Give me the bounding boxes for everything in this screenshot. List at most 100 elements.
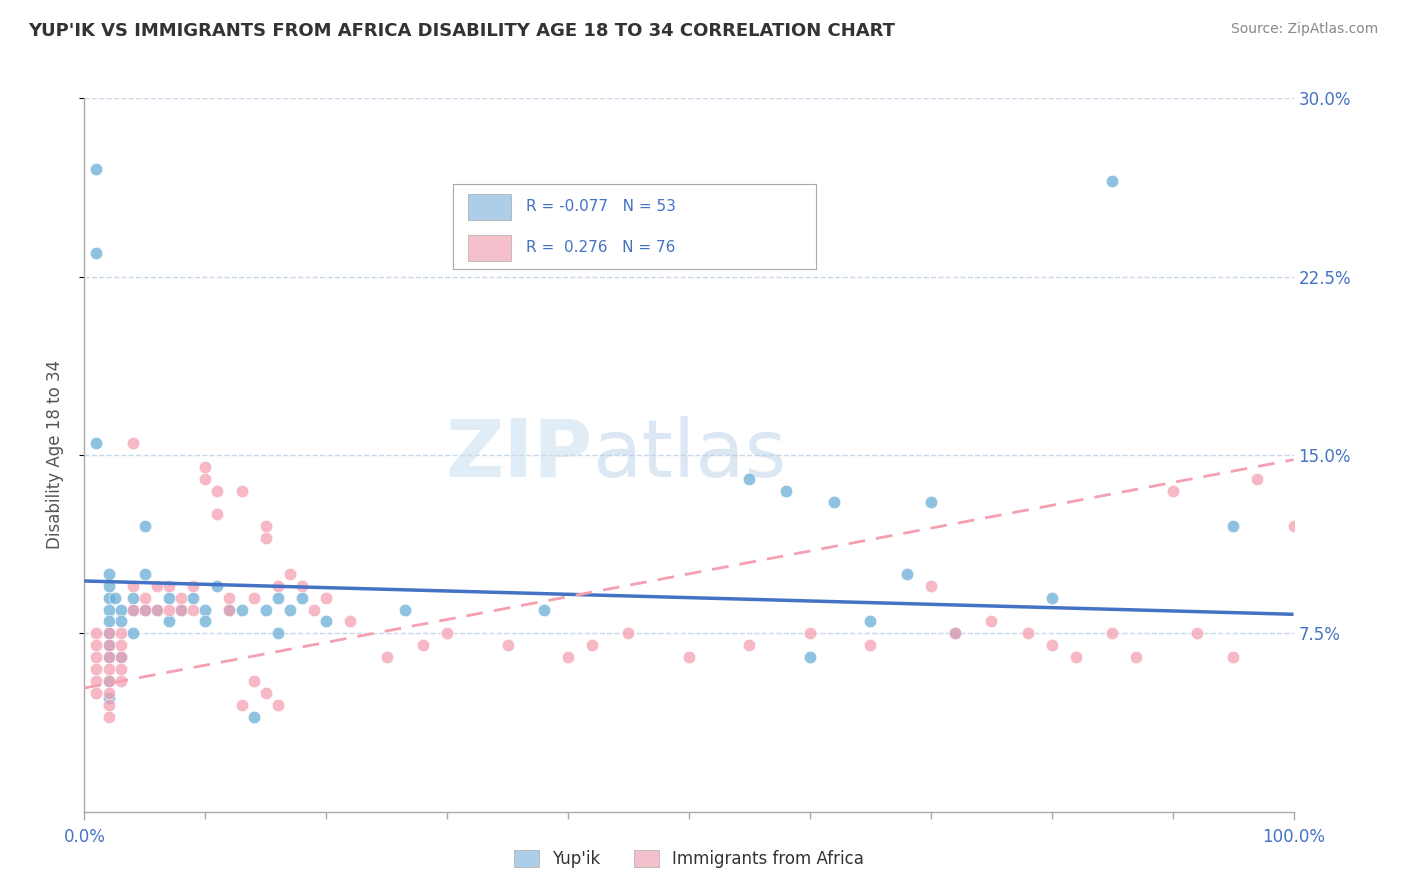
Point xyxy=(267,626,290,640)
Point xyxy=(134,602,156,616)
Point xyxy=(1101,626,1123,640)
Point xyxy=(134,602,156,616)
Point xyxy=(775,483,797,498)
Point xyxy=(394,602,416,616)
Point xyxy=(104,591,127,605)
Point xyxy=(412,638,434,652)
Point xyxy=(97,690,120,705)
Point xyxy=(134,519,156,533)
Point xyxy=(1064,650,1087,665)
Point xyxy=(157,602,180,616)
Point xyxy=(1161,483,1184,498)
Point xyxy=(110,673,132,688)
Point xyxy=(557,650,579,665)
Point xyxy=(146,579,169,593)
Point xyxy=(157,579,180,593)
Point xyxy=(134,591,156,605)
Point xyxy=(678,650,700,665)
Point xyxy=(896,566,918,581)
Point xyxy=(97,650,120,665)
Point xyxy=(97,638,120,652)
Point xyxy=(254,531,277,545)
Point xyxy=(97,709,120,723)
Point xyxy=(97,626,120,640)
Point xyxy=(1040,638,1063,652)
Point xyxy=(121,591,143,605)
Point xyxy=(291,591,314,605)
Text: YUP'IK VS IMMIGRANTS FROM AFRICA DISABILITY AGE 18 TO 34 CORRELATION CHART: YUP'IK VS IMMIGRANTS FROM AFRICA DISABIL… xyxy=(28,22,896,40)
Point xyxy=(291,579,314,593)
Point xyxy=(97,686,120,700)
Text: ZIP: ZIP xyxy=(444,416,592,494)
Point xyxy=(194,459,217,474)
Point xyxy=(97,579,120,593)
Point xyxy=(157,615,180,629)
Point xyxy=(194,472,217,486)
Point xyxy=(86,686,108,700)
Point xyxy=(315,591,337,605)
Point xyxy=(920,579,942,593)
Point xyxy=(799,650,821,665)
Point xyxy=(121,436,143,450)
Point xyxy=(533,602,555,616)
Point xyxy=(375,650,398,665)
Point xyxy=(97,673,120,688)
Point xyxy=(86,162,108,177)
Point xyxy=(581,638,603,652)
Point xyxy=(980,615,1002,629)
Text: atlas: atlas xyxy=(592,416,786,494)
Point xyxy=(799,626,821,640)
Text: Source: ZipAtlas.com: Source: ZipAtlas.com xyxy=(1230,22,1378,37)
Point xyxy=(1282,519,1305,533)
Point xyxy=(97,638,120,652)
Point xyxy=(86,436,108,450)
Point xyxy=(121,579,143,593)
Point xyxy=(86,662,108,676)
Point xyxy=(170,602,193,616)
Point xyxy=(823,495,845,509)
Point xyxy=(617,626,640,640)
Point xyxy=(97,591,120,605)
Point xyxy=(267,698,290,712)
Point xyxy=(110,662,132,676)
Point xyxy=(86,638,108,652)
Point xyxy=(110,602,132,616)
Point xyxy=(86,626,108,640)
Point xyxy=(920,495,942,509)
Point xyxy=(97,698,120,712)
Point xyxy=(1125,650,1147,665)
Point xyxy=(242,709,264,723)
Point xyxy=(1246,472,1268,486)
Point xyxy=(254,602,277,616)
Point xyxy=(943,626,966,640)
Point xyxy=(267,591,290,605)
Point xyxy=(496,638,519,652)
Point xyxy=(146,602,169,616)
Point xyxy=(315,615,337,629)
Point xyxy=(1222,519,1244,533)
Point xyxy=(207,579,229,593)
Point xyxy=(110,650,132,665)
Point xyxy=(97,615,120,629)
Point xyxy=(97,662,120,676)
Point xyxy=(97,650,120,665)
Point xyxy=(231,602,253,616)
Point xyxy=(339,615,361,629)
Point xyxy=(110,615,132,629)
Point xyxy=(859,638,882,652)
Point xyxy=(181,591,204,605)
Point xyxy=(110,626,132,640)
Point xyxy=(242,673,264,688)
Point xyxy=(194,602,217,616)
Point xyxy=(1101,174,1123,188)
Point xyxy=(86,245,108,260)
Point xyxy=(194,615,217,629)
Point xyxy=(170,602,193,616)
Point xyxy=(181,602,204,616)
Point xyxy=(170,591,193,605)
Point xyxy=(267,579,290,593)
Point xyxy=(1222,650,1244,665)
Point xyxy=(110,650,132,665)
Point xyxy=(121,602,143,616)
Point xyxy=(121,626,143,640)
